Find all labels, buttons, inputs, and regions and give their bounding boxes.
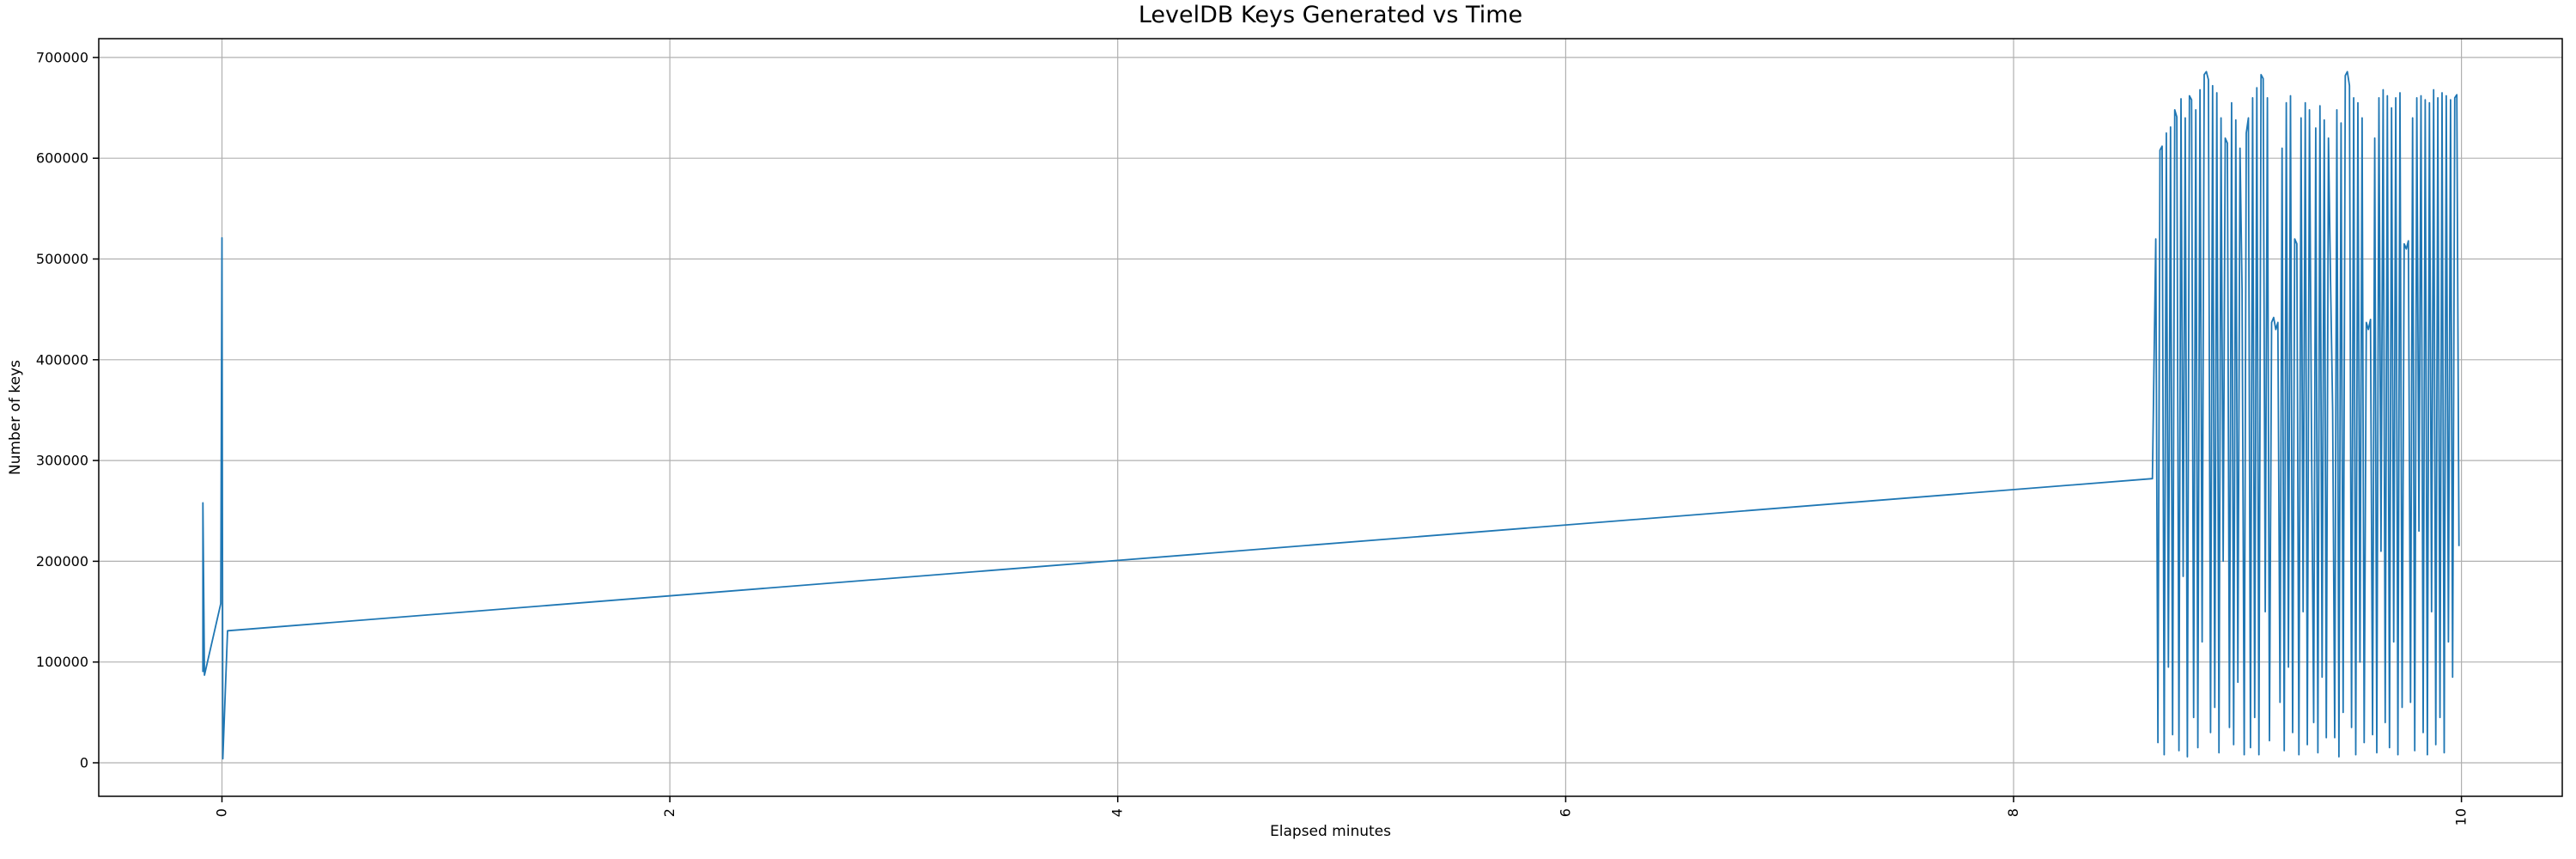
y-tick-label: 100000 (36, 654, 88, 670)
y-axis-label: Number of keys (7, 359, 24, 476)
x-tick-label: 10 (2453, 808, 2470, 825)
axes-spines (98, 38, 2563, 797)
x-tick-label: 4 (1109, 808, 1126, 817)
y-tick-label: 300000 (36, 453, 88, 469)
y-tick-label: 200000 (36, 553, 88, 570)
x-tick-label: 6 (1557, 808, 1573, 817)
x-axis-label: Elapsed minutes (1270, 823, 1391, 840)
y-tick-label: 500000 (36, 251, 88, 267)
chart-title: LevelDB Keys Generated vs Time (1138, 2, 1523, 28)
y-tick-label: 0 (80, 755, 88, 771)
y-tick-label: 700000 (36, 49, 88, 65)
x-tick-label: 0 (214, 808, 230, 817)
x-tick-label: 2 (661, 808, 677, 817)
data-line (202, 70, 2460, 760)
y-tick-label: 400000 (36, 351, 88, 368)
x-tick-label: 8 (2005, 808, 2021, 817)
y-tick-label: 600000 (36, 150, 88, 167)
